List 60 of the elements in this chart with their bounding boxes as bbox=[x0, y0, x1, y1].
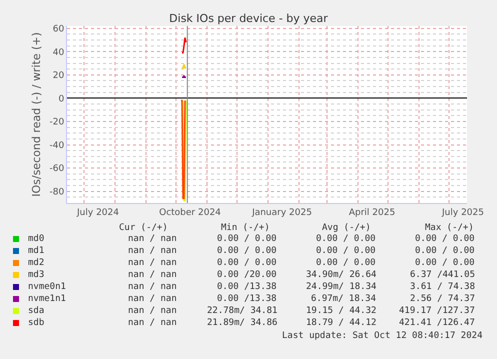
x-tick-label: July 2024 bbox=[76, 208, 120, 218]
legend-label: md2 bbox=[28, 258, 44, 268]
text: 0.00 / 0.00 bbox=[217, 234, 277, 244]
text: 34.90m/ 26.64 bbox=[306, 270, 376, 280]
x-tick-label: January 2025 bbox=[251, 208, 312, 218]
text: 0.00 /13.38 bbox=[217, 282, 277, 292]
text: nan / nan bbox=[128, 282, 177, 292]
x-tick-label: July 2025 bbox=[441, 208, 484, 218]
text: 22.78m/ 34.81 bbox=[207, 306, 278, 316]
y-tick-label: 60 bbox=[52, 24, 64, 34]
y-tick-label: -20 bbox=[49, 118, 64, 128]
text: 18.79 / 44.12 bbox=[306, 318, 376, 328]
text: 421.41 /126.47 bbox=[399, 318, 475, 328]
legend-label: nvme1n1 bbox=[28, 294, 66, 304]
text: nan / nan bbox=[128, 270, 177, 280]
text: 6.97m/ 18.34 bbox=[311, 294, 376, 304]
legend-label: sdb bbox=[28, 318, 44, 328]
text: 21.89m/ 34.86 bbox=[207, 318, 278, 328]
text: 0.00 / 0.00 bbox=[316, 234, 376, 244]
y-tick-label: -80 bbox=[49, 188, 64, 198]
x-tick-label: October 2024 bbox=[159, 208, 222, 218]
y-tick-label: -40 bbox=[49, 140, 64, 151]
text: 0.00 /20.00 bbox=[217, 270, 277, 280]
y-tick-label: 40 bbox=[52, 48, 64, 58]
legend-label: md1 bbox=[28, 246, 44, 256]
text: 2.56 / 74.37 bbox=[410, 294, 476, 304]
text: 19.15 / 44.32 bbox=[306, 306, 376, 316]
text: Max (-/+) bbox=[425, 223, 474, 233]
text: 0.00 / 0.00 bbox=[217, 246, 277, 256]
text: 0.00 / 0.00 bbox=[415, 246, 475, 256]
text: 0.00 / 0.00 bbox=[316, 258, 376, 268]
y-axis-title: IOs/second read (-) / write (+) bbox=[30, 32, 44, 197]
text: 24.99m/ 18.34 bbox=[306, 282, 376, 292]
y-tick-label: 0 bbox=[58, 94, 64, 104]
text: 0.00 /13.38 bbox=[217, 294, 277, 304]
legend-label: md0 bbox=[28, 234, 44, 244]
text: nan / nan bbox=[128, 318, 177, 328]
text: 419.17 /127.37 bbox=[399, 306, 475, 316]
text: Avg (-/+) bbox=[322, 223, 371, 233]
text: 0.00 / 0.00 bbox=[316, 246, 376, 256]
text: nan / nan bbox=[128, 234, 177, 244]
text: nan / nan bbox=[128, 258, 177, 268]
text: Min (-/+) bbox=[221, 223, 270, 233]
text: Last update: Sat Oct 12 08:40:17 2024 bbox=[282, 331, 482, 341]
legend-label: md3 bbox=[28, 270, 44, 280]
legend-label: nvme0n1 bbox=[28, 282, 66, 292]
text: nan / nan bbox=[128, 306, 177, 316]
text: nan / nan bbox=[128, 246, 177, 256]
text: nan / nan bbox=[128, 294, 177, 304]
text: 3.61 / 74.38 bbox=[410, 282, 476, 292]
text: Cur (-/+) bbox=[119, 223, 168, 233]
chart-title: Disk IOs per device - by year bbox=[169, 12, 328, 25]
text: 0.00 / 0.00 bbox=[415, 258, 475, 268]
legend-label: sda bbox=[28, 306, 44, 316]
x-tick-label: April 2025 bbox=[348, 208, 396, 218]
text: 0.00 / 0.00 bbox=[217, 258, 277, 268]
y-tick-label: 20 bbox=[52, 71, 64, 82]
text: 6.37 /441.05 bbox=[410, 270, 476, 280]
y-tick-label: -60 bbox=[49, 164, 64, 174]
text: 0.00 / 0.00 bbox=[415, 234, 475, 244]
